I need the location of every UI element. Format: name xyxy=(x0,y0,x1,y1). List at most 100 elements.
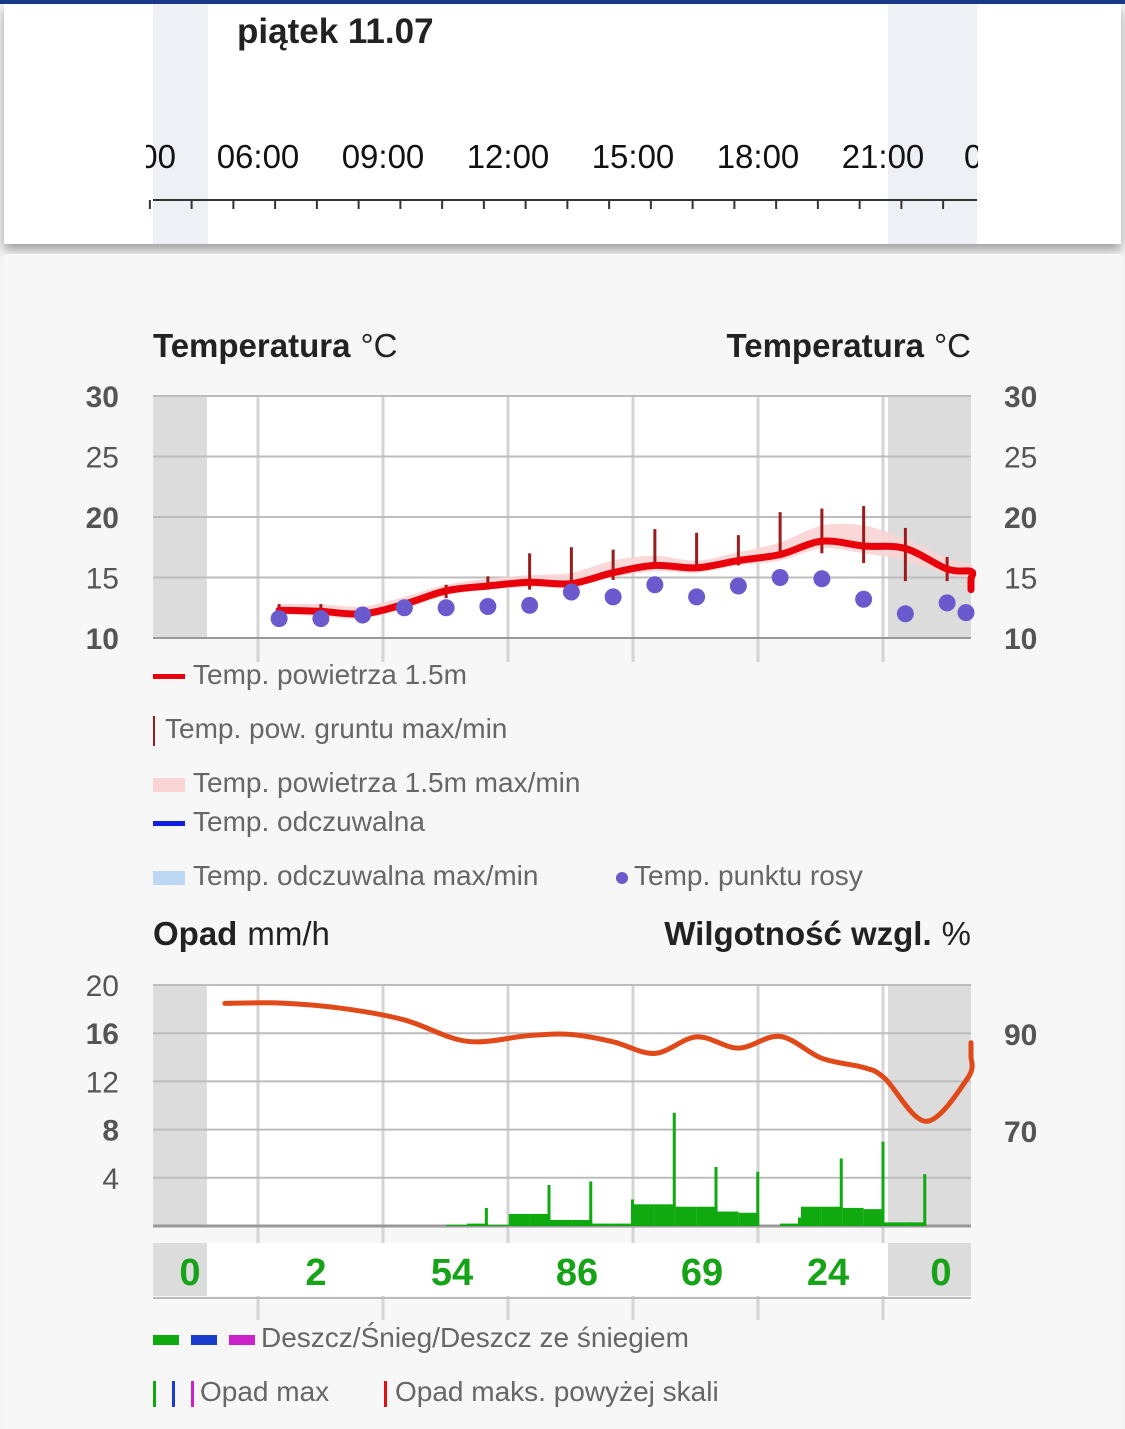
dew-point-dot xyxy=(813,570,831,588)
rain-bar xyxy=(863,1209,885,1226)
dew-point-dot xyxy=(395,599,413,617)
rain-bar xyxy=(717,1211,739,1226)
legend-feels-temp: Temp. odczuwalna xyxy=(153,806,425,838)
scale-cell-bg xyxy=(508,1243,633,1296)
precip-plot-area xyxy=(153,985,971,1226)
dew-point-dot xyxy=(354,606,372,624)
rain-bar xyxy=(550,1219,572,1226)
time-header: piątek 11.07 00 06:00 09:00 12:00 15:00 18:00… xyxy=(4,4,1121,244)
rain-bar xyxy=(592,1223,614,1226)
night-shade-left xyxy=(153,4,208,244)
night-shade-right xyxy=(888,4,977,244)
date-label: piątek 11.07 xyxy=(237,12,434,51)
humidity-right-tick-label: 90 xyxy=(1004,1019,1037,1052)
rain-bar xyxy=(842,1207,864,1226)
legend-line-swatch xyxy=(153,821,185,827)
precip-left-tick-label: 20 xyxy=(86,970,119,1003)
scale-cell-value: 2 xyxy=(305,1252,326,1294)
legend-dew-point: Temp. punktu rosy xyxy=(616,860,863,892)
legend-over-scale: Opad maks. powyżej skali xyxy=(384,1376,719,1408)
legend-over-swatch xyxy=(384,1380,387,1407)
scale-cell-bg xyxy=(207,1243,383,1296)
dew-point-dot xyxy=(270,610,288,628)
legend-sleet-swatch xyxy=(229,1334,255,1345)
temp-title-right-bold: Temperatura xyxy=(727,327,925,364)
rain-bar xyxy=(780,1223,801,1226)
rain-bar xyxy=(905,1222,927,1226)
temp-title-right: Temperatura °C xyxy=(727,327,971,364)
rain-bar xyxy=(634,1204,655,1226)
rain-bar xyxy=(654,1204,676,1226)
time-label: 09:00 xyxy=(341,138,425,175)
time-label: 12:00 xyxy=(466,138,550,175)
temp-title-left: Temperatura °C xyxy=(153,327,397,364)
rain-bar xyxy=(738,1212,760,1226)
rain-bar xyxy=(696,1206,718,1226)
rain-bar xyxy=(821,1206,843,1226)
scale-cell-value: 24 xyxy=(807,1252,849,1294)
dew-point-dot xyxy=(646,576,664,594)
precip-left-tick-label: 12 xyxy=(86,1066,119,1099)
legend-tick-swatch xyxy=(153,715,155,746)
charts-panel: Temperatura °C Temperatura °C 30 25 20 15 10 30 25… xyxy=(4,254,1121,1429)
legend-snow-max-swatch xyxy=(172,1380,175,1407)
time-label: 18:00 xyxy=(716,138,800,175)
time-label: 15:00 xyxy=(591,138,675,175)
dew-point-dot xyxy=(437,599,455,617)
rain-bar xyxy=(529,1213,551,1226)
legend-precip-types: Deszcz/Śnieg/Deszcz ze śniegiem xyxy=(153,1322,689,1354)
humidity-right-tick-label: 70 xyxy=(1004,1116,1037,1149)
humidity-title-right: Wilgotność wzgl.% xyxy=(664,915,971,952)
scale-cell-bg xyxy=(383,1243,508,1296)
scale-cell-bg xyxy=(888,1243,971,1296)
rain-bar xyxy=(613,1223,634,1226)
time-label: 06:00 xyxy=(216,138,300,175)
legend-air-temp: Temp. powietrza 1.5m xyxy=(153,659,467,691)
legend-rain-swatch xyxy=(153,1334,179,1345)
humidity-title-right-bold: Wilgotność wzgl. xyxy=(664,915,931,952)
precip-title-left-unit: mm/h xyxy=(247,915,330,952)
scale-cell-value: 54 xyxy=(431,1252,473,1294)
rain-bar xyxy=(487,1224,509,1226)
temp-right-tick-label: 20 xyxy=(1004,502,1037,535)
temp-right-tick-label: 10 xyxy=(1004,623,1037,656)
dew-point-dot xyxy=(479,598,497,616)
rain-bar xyxy=(508,1213,530,1226)
scale-cell-bg xyxy=(153,1243,207,1296)
legend-line-swatch xyxy=(153,674,185,680)
precip-left-tick-label: 4 xyxy=(102,1163,119,1196)
dew-point-dot xyxy=(771,569,789,586)
temp-left-tick-label: 10 xyxy=(86,623,119,656)
precip-left-tick-label: 8 xyxy=(102,1115,119,1148)
scale-cell-value: 0 xyxy=(179,1252,200,1294)
temp-title-left-bold: Temperatura xyxy=(153,327,351,364)
temp-left-tick-label: 20 xyxy=(86,502,119,535)
humidity-line xyxy=(222,1000,975,1124)
rain-bar xyxy=(467,1223,488,1226)
rain-bar xyxy=(571,1219,593,1226)
dew-point-dot xyxy=(957,604,975,622)
scale-cell-value: 0 xyxy=(930,1252,951,1294)
legend-feels-range: Temp. odczuwalna max/min xyxy=(153,860,538,892)
temp-left-tick-label: 30 xyxy=(86,381,119,414)
scale-cell-bg xyxy=(758,1243,888,1296)
legend-snow-swatch xyxy=(191,1334,217,1345)
legend-sleet-max-swatch xyxy=(191,1380,194,1407)
rain-bar xyxy=(446,1224,467,1226)
precip-left-tick-label: 16 xyxy=(86,1018,119,1051)
top-accent-bar xyxy=(0,0,1125,4)
air-temp-line xyxy=(275,537,977,618)
dew-point-dot xyxy=(688,588,706,606)
charts-svg: Temperatura °C Temperatura °C30252015103025… xyxy=(86,327,1037,1320)
dew-point-dot xyxy=(521,596,539,614)
dew-point-dot xyxy=(562,583,580,601)
dew-point-dot xyxy=(729,577,747,595)
temp-left-tick-label: 15 xyxy=(86,563,119,596)
rain-bar xyxy=(801,1206,822,1226)
scale-cell-value: 69 xyxy=(681,1252,723,1294)
precip-night-shade-right xyxy=(888,985,971,1226)
legend-air-range: Temp. powietrza 1.5m max/min xyxy=(153,767,580,799)
legend-band-swatch xyxy=(153,870,185,885)
time-label: 00 xyxy=(146,138,176,175)
temp-right-tick-label: 15 xyxy=(1004,563,1037,596)
